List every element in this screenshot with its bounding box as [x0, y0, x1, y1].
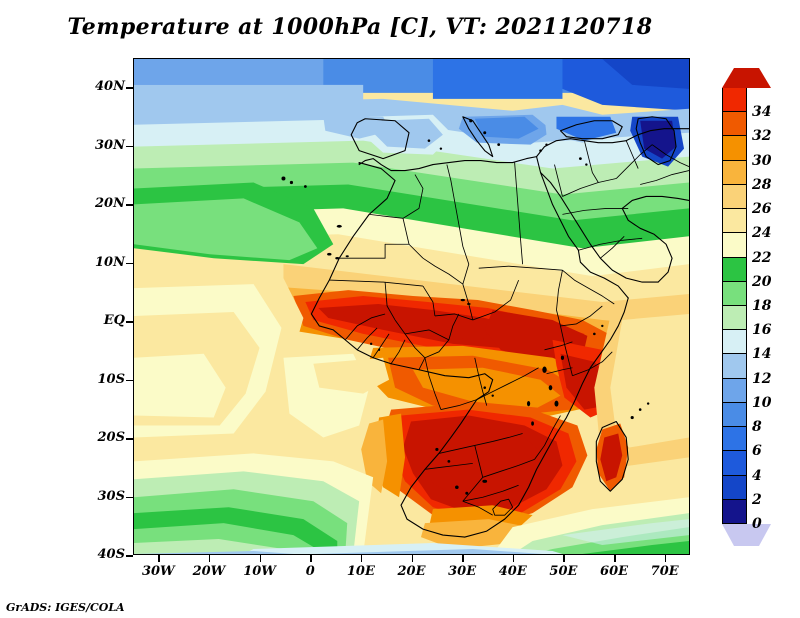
- colorbar-tick-label-0: 0: [752, 516, 762, 532]
- colorbar-band-6-8[interactable]: [722, 427, 747, 452]
- y-tick-label-10N: 10N: [95, 254, 125, 270]
- x-tick-label-60E: 60E: [600, 564, 629, 579]
- colorbar-tick-label-4: 4: [752, 467, 762, 484]
- y-tick-mark: [126, 262, 133, 265]
- colorbar-tick-label-20: 20: [752, 273, 772, 290]
- x-tick-mark: [512, 555, 515, 562]
- map-canvas: [134, 59, 689, 554]
- chart-title: Temperature at 1000hPa [C], VT: 20211207…: [67, 14, 653, 40]
- colorbar-band-28-30[interactable]: [722, 160, 747, 185]
- y-tick-label-30N: 30N: [95, 137, 125, 153]
- colorbar-under-cap: [722, 524, 771, 546]
- colorbar-band-30-32[interactable]: [722, 136, 747, 161]
- y-tick-label-40S: 40S: [97, 547, 125, 562]
- colorbar-band-4-6[interactable]: [722, 451, 747, 476]
- colorbar-band-8-10[interactable]: [722, 402, 747, 428]
- x-tick-label-50E: 50E: [549, 564, 578, 579]
- x-tick-label-30W: 30W: [141, 564, 175, 579]
- x-tick-mark: [360, 555, 363, 562]
- colorbar-tick-label-24: 24: [752, 225, 772, 242]
- y-tick-mark: [126, 204, 133, 206]
- x-tick-mark: [259, 555, 262, 562]
- colorbar-band-2-4[interactable]: [722, 475, 747, 500]
- x-tick-label-0: 0: [305, 564, 315, 579]
- colorbar-band-10-12[interactable]: [722, 378, 747, 403]
- colorbar-tick-label-26: 26: [752, 201, 772, 218]
- colorbar-tick-label-6: 6: [752, 443, 762, 460]
- y-tick-mark: [126, 145, 133, 148]
- y-tick-label-30S: 30S: [97, 488, 125, 504]
- x-tick-label-10E: 10E: [346, 564, 375, 579]
- colorbar-band-24-26[interactable]: [722, 209, 747, 234]
- colorbar-band-22-24[interactable]: [722, 233, 747, 258]
- colorbar-tick-label-28: 28: [752, 176, 772, 193]
- x-tick-mark: [411, 555, 413, 562]
- x-tick-mark: [462, 555, 464, 562]
- colorbar-tick-label-30: 30: [752, 152, 772, 169]
- colorbar-tick-label-18: 18: [752, 298, 772, 314]
- colorbar-tick-label-10: 10: [752, 394, 772, 411]
- x-tick-label-70E: 70E: [650, 564, 679, 579]
- y-tick-mark: [126, 496, 133, 499]
- colorbar-tick-label-34: 34: [752, 104, 772, 121]
- x-tick-mark: [664, 555, 667, 562]
- y-tick-mark: [126, 555, 133, 557]
- x-tick-label-20W: 20W: [192, 564, 226, 579]
- y-tick-mark: [126, 321, 133, 323]
- x-tick-label-40E: 40E: [498, 564, 527, 579]
- colorbar-tick-label-8: 8: [752, 419, 762, 436]
- colorbar[interactable]: 0 2 4 6 8 10 12 14 16 18 20 22 24 26 28 30 32 34: [722, 68, 771, 546]
- colorbar-band-17[interactable]: [722, 88, 747, 113]
- x-tick-mark: [614, 555, 616, 562]
- colorbar-tick-label-16: 16: [752, 322, 772, 339]
- x-tick-mark: [563, 555, 565, 562]
- x-tick-label-10W: 10W: [243, 564, 276, 579]
- x-tick-label-30E: 30E: [448, 564, 477, 579]
- y-tick-mark: [126, 87, 133, 89]
- x-tick-mark: [208, 555, 211, 562]
- attribution-footer: GrADS: IGES/COLA: [6, 601, 125, 614]
- colorbar-band-18-20[interactable]: [722, 281, 747, 306]
- x-tick-label-20E: 20E: [397, 564, 426, 579]
- colorbar-band-16-18[interactable]: [722, 306, 747, 331]
- map-plot-area[interactable]: [133, 58, 690, 555]
- colorbar-band-0-2[interactable]: [722, 499, 747, 524]
- y-tick-label-EQ: EQ: [103, 313, 125, 329]
- colorbar-tick-label-22: 22: [752, 249, 772, 266]
- y-tick-label-20N: 20N: [95, 196, 125, 212]
- colorbar-band-26-28[interactable]: [722, 184, 747, 210]
- y-tick-label-40N: 40N: [95, 79, 125, 95]
- colorbar-band-12-14[interactable]: [722, 354, 747, 379]
- colorbar-band-14-16[interactable]: [722, 330, 747, 355]
- colorbar-band-20-22[interactable]: [722, 257, 747, 282]
- colorbar-tick-label-14: 14: [752, 346, 772, 363]
- y-tick-mark: [126, 379, 133, 382]
- colorbar-tick-label-2: 2: [752, 491, 762, 508]
- y-tick-mark: [126, 438, 133, 440]
- colorbar-tick-label-12: 12: [752, 370, 772, 387]
- colorbar-band-32-34[interactable]: [722, 112, 747, 137]
- x-tick-mark: [158, 555, 160, 562]
- y-tick-label-20S: 20S: [97, 430, 125, 446]
- colorbar-over-cap: [722, 68, 771, 88]
- y-tick-label-10S: 10S: [97, 371, 125, 387]
- x-tick-mark: [310, 555, 312, 562]
- colorbar-tick-label-32: 32: [752, 128, 772, 145]
